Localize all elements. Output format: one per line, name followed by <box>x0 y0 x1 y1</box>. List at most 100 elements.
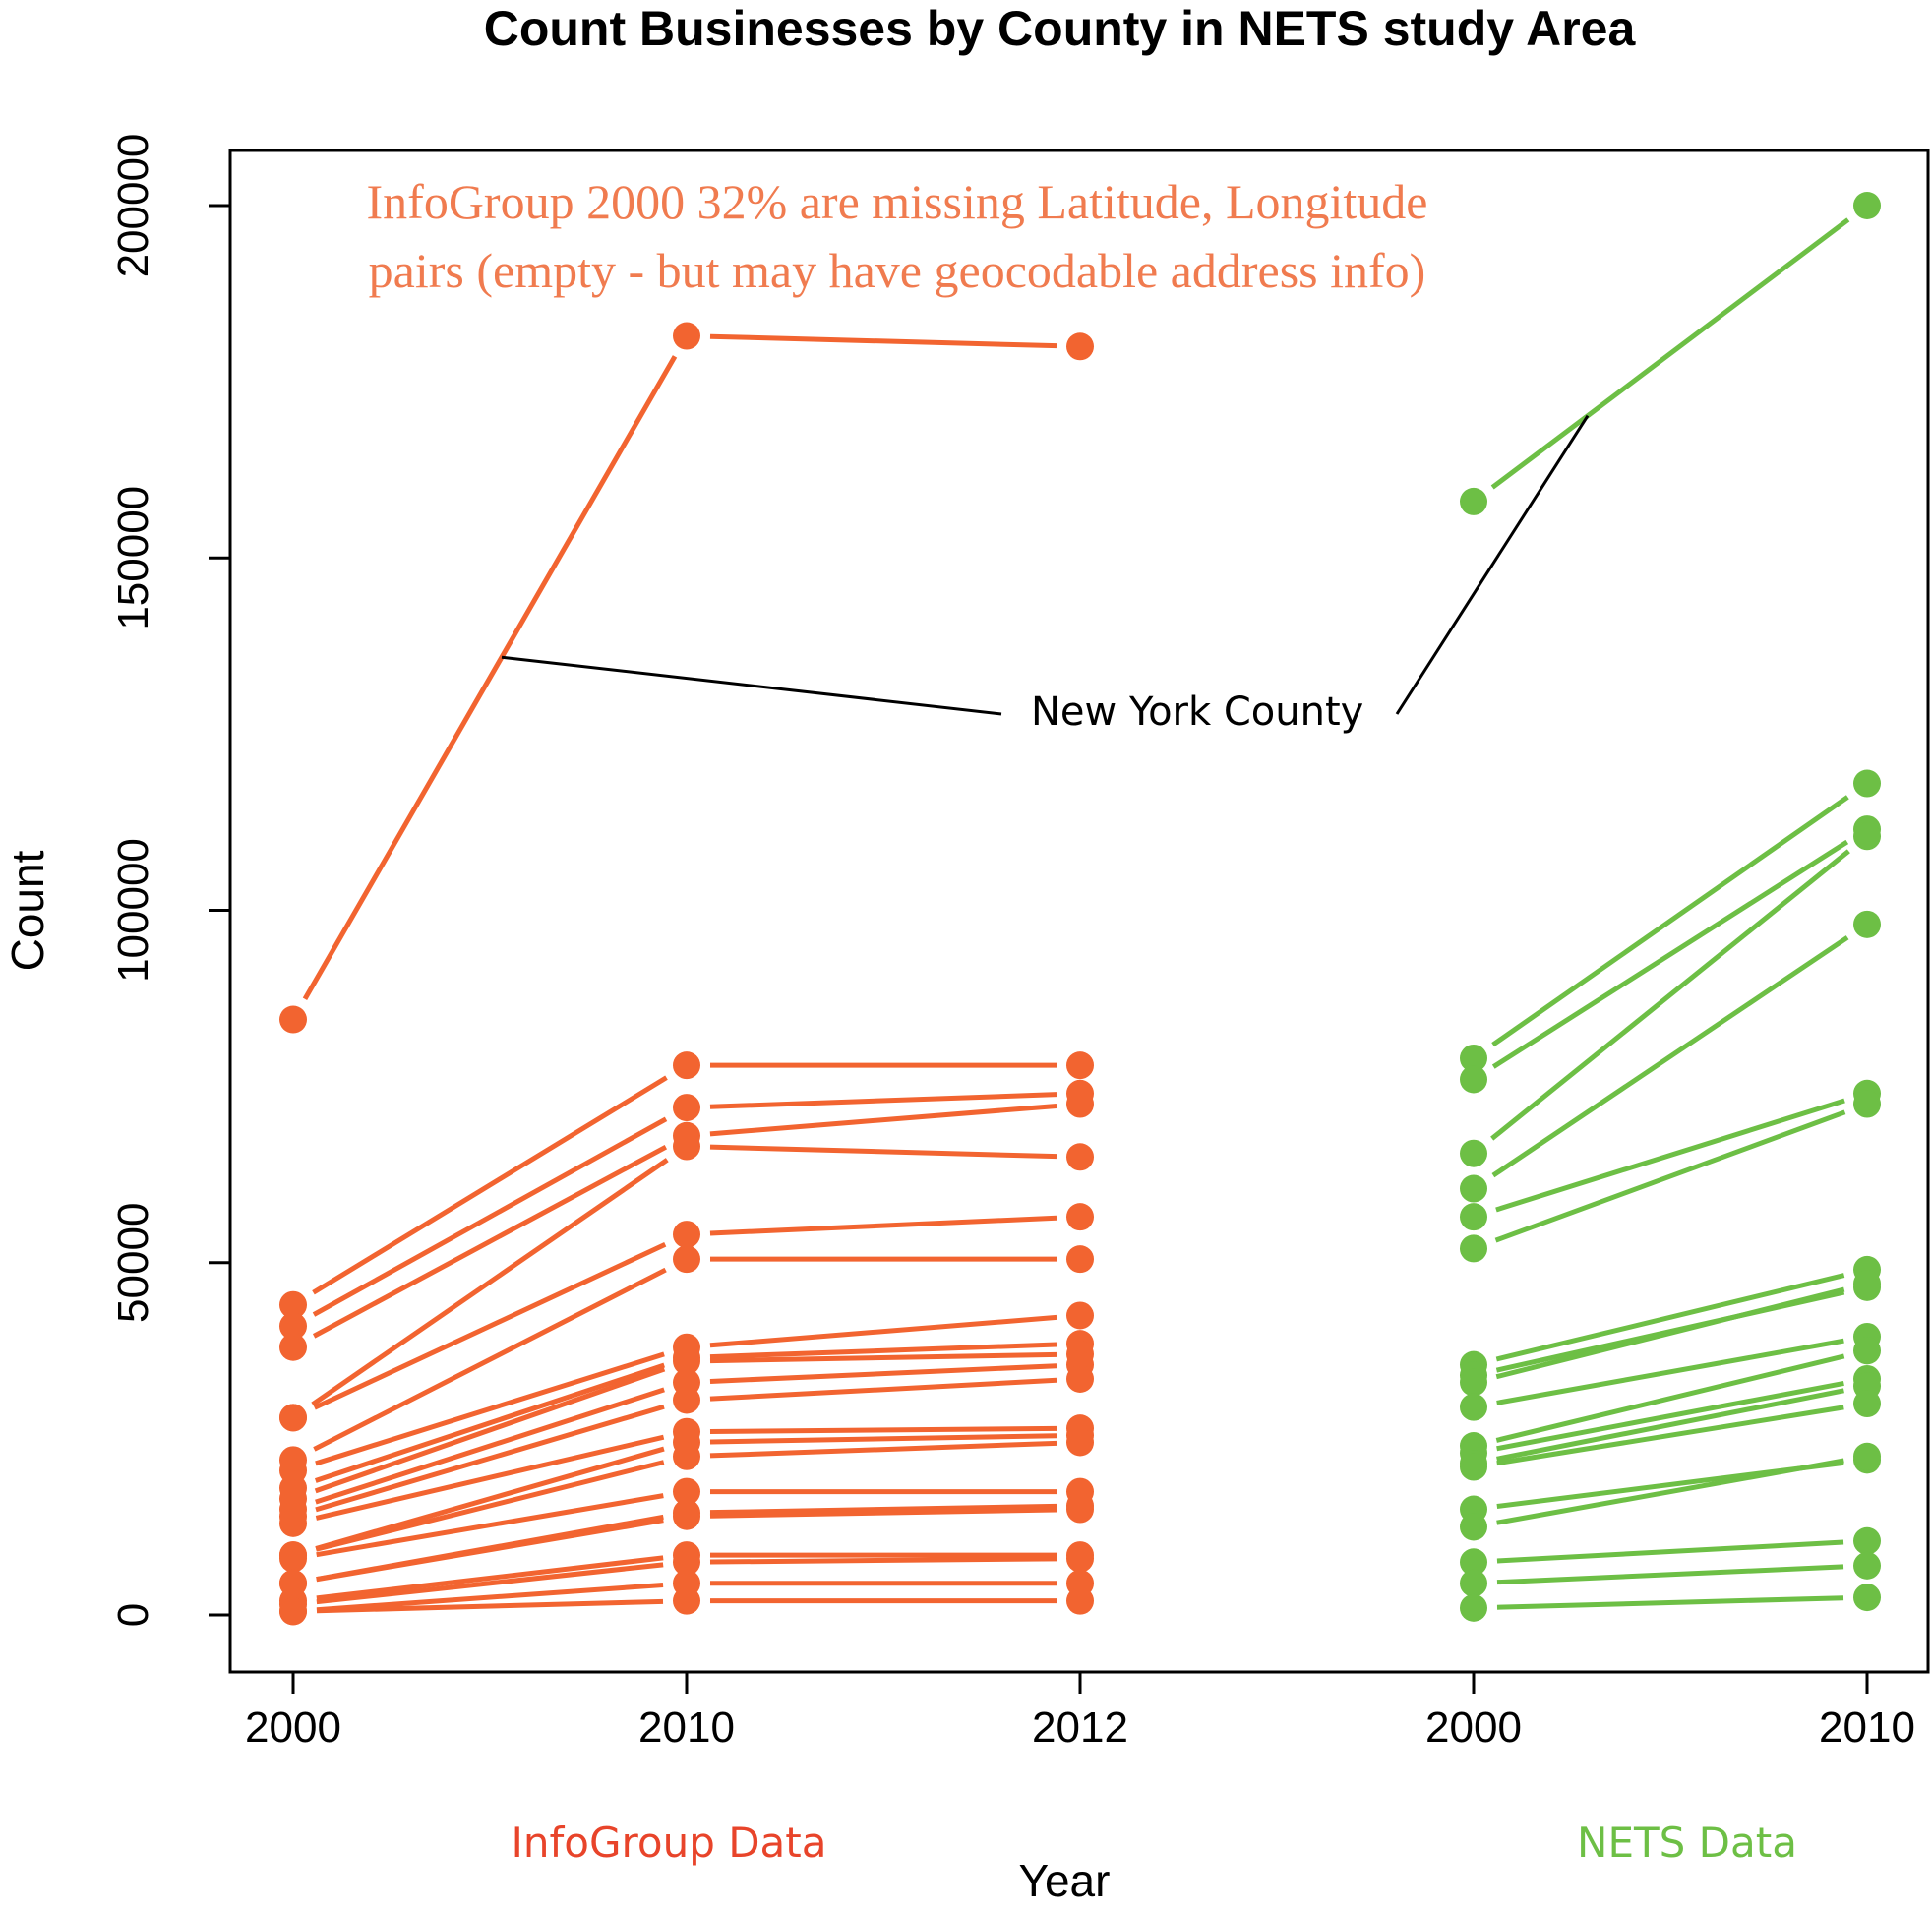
data-point <box>1853 822 1881 851</box>
series-segment <box>316 1493 664 1558</box>
series-layer <box>279 192 1881 1626</box>
data-point <box>279 1404 307 1432</box>
series <box>279 322 1094 1034</box>
data-point <box>1066 1051 1094 1080</box>
series <box>1460 1442 1881 1541</box>
x-tick-label: 2010 <box>638 1704 735 1752</box>
series-segment <box>315 1460 665 1552</box>
series <box>1460 1584 1881 1622</box>
series-segment <box>315 1351 665 1466</box>
data-point <box>1066 332 1094 361</box>
y-tick-label: 100000 <box>109 838 157 983</box>
series-segment <box>316 1598 664 1614</box>
data-point <box>1853 192 1881 219</box>
series <box>279 1477 1094 1573</box>
data-point <box>1853 1090 1881 1118</box>
series-segment <box>316 1562 664 1605</box>
x-axis-label: Year <box>1019 1855 1111 1906</box>
data-point <box>673 1347 700 1376</box>
series-segment <box>1490 849 1850 1141</box>
data-point <box>673 322 700 350</box>
series <box>279 1203 1094 1432</box>
data-point <box>1853 1584 1881 1612</box>
x-tick-label: 2012 <box>1032 1704 1128 1752</box>
series-segment <box>1496 1405 1844 1466</box>
series-segment <box>709 1092 1057 1109</box>
series-segment <box>709 1507 1057 1519</box>
data-point <box>673 1245 700 1274</box>
data-point <box>1066 1301 1094 1330</box>
data-point <box>1066 1586 1094 1615</box>
data-point <box>1853 1390 1881 1418</box>
data-point <box>1853 910 1881 938</box>
data-point <box>673 1132 700 1161</box>
data-point <box>1460 1234 1487 1263</box>
series <box>1460 192 1881 515</box>
series-segment <box>709 1377 1057 1402</box>
chart-title: Count Businesses by County in NETS study… <box>484 1 1637 56</box>
data-point <box>1460 1569 1487 1597</box>
data-point <box>673 1442 700 1470</box>
series-segment <box>315 1446 665 1551</box>
data-point <box>1460 1174 1487 1203</box>
series-segment <box>1494 1109 1846 1243</box>
data-point <box>1853 1270 1881 1298</box>
series-segment <box>709 1103 1057 1137</box>
series-segment <box>314 1362 666 1483</box>
x-tick-label: 2000 <box>1425 1704 1522 1752</box>
data-point <box>1460 487 1487 515</box>
new-york-county-callout: New York County <box>501 414 1590 735</box>
series-segment <box>1496 1564 1844 1585</box>
data-point <box>279 1290 307 1319</box>
series <box>1460 1270 1881 1397</box>
series-segment <box>315 1404 665 1513</box>
data-point <box>1066 1544 1094 1573</box>
series <box>1460 1090 1881 1263</box>
data-point <box>279 1544 307 1573</box>
data-point <box>1460 1044 1487 1072</box>
series-segment <box>316 1555 664 1601</box>
data-point <box>673 1386 700 1414</box>
data-point <box>1460 1065 1487 1094</box>
data-point <box>1460 1548 1487 1577</box>
data-point <box>1460 1593 1487 1622</box>
series-segment <box>709 1215 1057 1236</box>
y-axis-label: Count <box>2 850 53 971</box>
series-segment <box>709 1433 1057 1445</box>
missing-coordinates-note: InfoGroup 2000 32% are missing Latitude,… <box>367 174 1428 298</box>
y-tick-label: 150000 <box>109 486 157 630</box>
data-point <box>279 1312 307 1341</box>
data-point <box>673 1502 700 1530</box>
series-segment <box>1495 1273 1845 1362</box>
series-segment <box>1495 1286 1845 1380</box>
data-point <box>1853 1442 1881 1470</box>
data-point <box>1066 1245 1094 1274</box>
series-segment <box>1496 1458 1844 1525</box>
data-point <box>1460 1203 1487 1231</box>
data-point <box>1066 1143 1094 1171</box>
series-segment <box>709 1503 1057 1516</box>
series-segment <box>709 1556 1057 1565</box>
data-point <box>1853 1526 1881 1555</box>
data-point <box>673 1094 700 1122</box>
series <box>279 1364 1094 1530</box>
data-point <box>279 1597 307 1626</box>
data-point <box>1066 1090 1094 1118</box>
callout-label: New York County <box>1031 689 1363 735</box>
callout-line-infogroup <box>501 655 1002 716</box>
series <box>279 1079 1094 1341</box>
series-segment <box>312 1116 668 1317</box>
series-segment <box>709 1144 1057 1160</box>
data-point <box>1460 1513 1487 1541</box>
series-segment <box>1490 217 1850 490</box>
series-segment <box>1496 1380 1844 1452</box>
series <box>1460 1551 1881 1597</box>
series-segment <box>313 1267 667 1452</box>
series-segment <box>316 1518 664 1583</box>
data-point <box>1460 1368 1487 1397</box>
series-segment <box>311 1158 669 1406</box>
series <box>279 1586 1094 1626</box>
x-group-label: InfoGroup Data <box>512 1819 827 1867</box>
data-point <box>1853 1337 1881 1365</box>
data-point <box>279 1005 307 1034</box>
